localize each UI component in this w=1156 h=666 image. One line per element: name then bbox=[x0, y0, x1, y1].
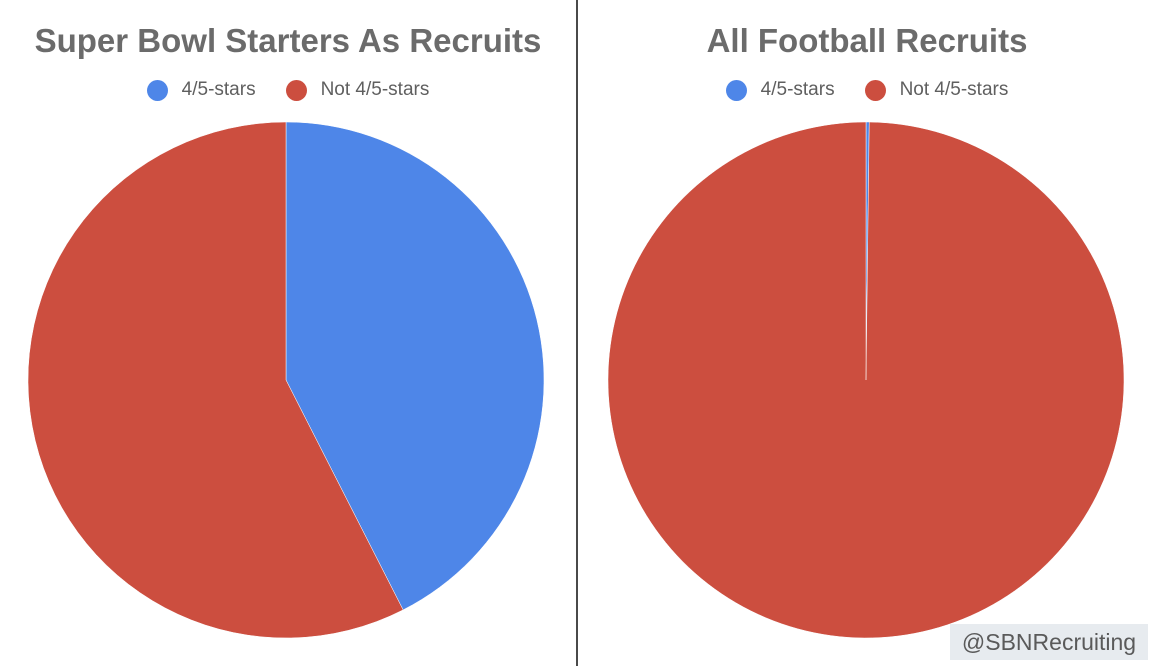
legend-item-not-4-5-stars: Not 4/5-stars bbox=[285, 79, 430, 101]
legend-label-4-5-stars: 4/5-stars bbox=[760, 79, 835, 100]
panel-divider bbox=[576, 0, 578, 666]
legend: 4/5-stars Not 4/5-stars bbox=[0, 79, 576, 101]
chart-title: All Football Recruits bbox=[706, 22, 1028, 59]
chart-panel-left: Super Bowl Starters As Recruits 4/5-star… bbox=[0, 0, 576, 666]
pie-slice-4-5-stars bbox=[285, 121, 545, 611]
chart-title: Super Bowl Starters As Recruits bbox=[34, 22, 542, 59]
legend-swatch-not-4-5-stars bbox=[864, 79, 886, 101]
legend-swatch-4-5-stars bbox=[146, 79, 168, 101]
pie-chart bbox=[27, 121, 545, 639]
legend-label-not-4-5-stars: Not 4/5-stars bbox=[320, 79, 430, 100]
pie-slice-not-4-5-stars bbox=[27, 121, 404, 639]
pie-slice-not-4-5-stars bbox=[607, 121, 1125, 639]
legend-item-not-4-5-stars: Not 4/5-stars bbox=[864, 79, 1009, 101]
legend-item-4-5-stars: 4/5-stars bbox=[146, 79, 256, 101]
legend: 4/5-stars Not 4/5-stars bbox=[578, 79, 1156, 101]
chart-panel-right: All Football Recruits 4/5-stars Not 4/5-… bbox=[578, 0, 1156, 666]
legend-item-4-5-stars: 4/5-stars bbox=[725, 79, 835, 101]
legend-swatch-not-4-5-stars bbox=[285, 79, 307, 101]
watermark: @SBNRecruiting bbox=[950, 624, 1148, 660]
legend-label-4-5-stars: 4/5-stars bbox=[181, 79, 256, 100]
legend-label-not-4-5-stars: Not 4/5-stars bbox=[899, 79, 1009, 100]
pie-chart bbox=[607, 121, 1125, 639]
legend-swatch-4-5-stars bbox=[725, 79, 747, 101]
